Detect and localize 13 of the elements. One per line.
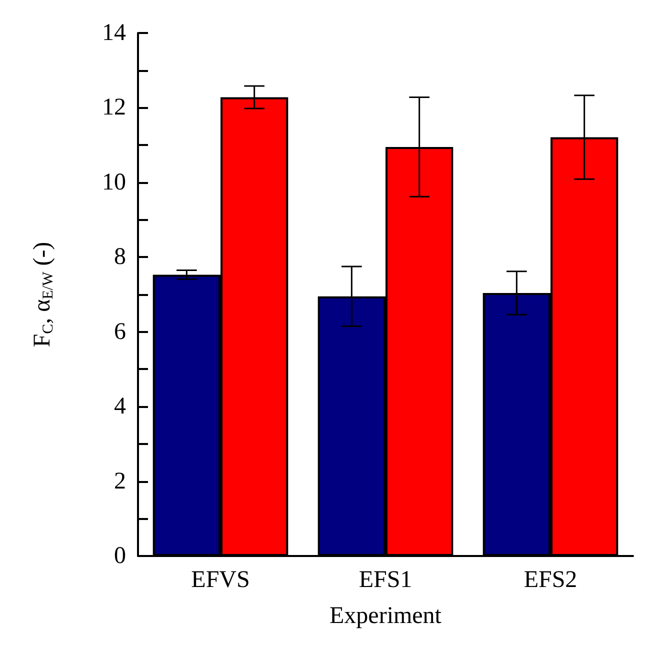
y-tick-label: 12 [102, 94, 126, 121]
x-tick-label: EFVS [191, 567, 250, 593]
y-tick-label: 2 [114, 468, 126, 494]
y-tick-label: 14 [102, 20, 126, 46]
y-tick-label: 8 [114, 244, 126, 270]
y-tick-label: 10 [102, 169, 126, 196]
x-tick-label: EFS1 [358, 567, 412, 593]
y-tick-label: 0 [114, 543, 126, 569]
y-tick-label: 6 [114, 318, 126, 345]
y-axis-title: FC, αE/W (-) [30, 242, 56, 348]
x-axis-title: Experiment [330, 603, 442, 629]
y-tick-label: 4 [114, 394, 126, 420]
x-tick-label: EFS2 [524, 567, 578, 593]
